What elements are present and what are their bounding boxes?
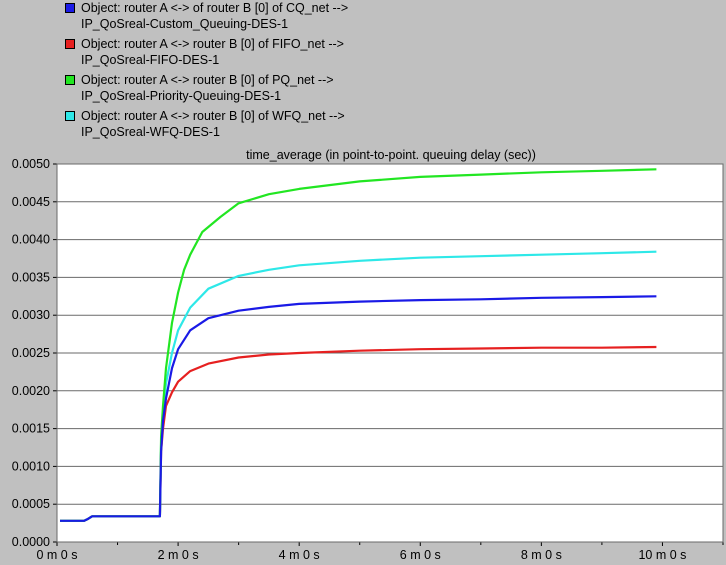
series-line-cq: [60, 295, 657, 522]
x-tick-label: 8 m 0 s: [521, 548, 562, 562]
legend-label-cq: Object: router A <-> of router B [0] of …: [81, 0, 348, 32]
y-tick-label: 0.0020: [12, 384, 50, 398]
legend-swatch-pq: [65, 75, 75, 85]
y-tick-label: 0.0035: [12, 270, 50, 284]
y-axis: 0.0000 0.0005 0.0010 0.0015 0.0020 0.0025 0.00…: [12, 157, 57, 549]
legend-label-pq-line1: Object: router A <-> router B [0] of PQ_…: [81, 73, 334, 87]
x-tick-label: 4 m 0 s: [279, 548, 320, 562]
x-tick-label: 0 m 0 s: [37, 548, 78, 562]
y-tick-label: 0.0005: [12, 497, 50, 511]
legend-label-cq-line2: IP_QoSreal-Custom_Queuing-DES-1: [81, 17, 289, 31]
legend-label-wfq-line1: Object: router A <-> router B [0] of WFQ…: [81, 109, 345, 123]
x-axis: 0 m 0 s 2 m 0 s 4 m 0 s 6 m 0 s 8 m 0 s 10 m …: [37, 542, 724, 562]
legend-label-wfq: Object: router A <-> router B [0] of WFQ…: [81, 108, 345, 140]
x-tick-label: 10 m 0 s: [638, 548, 686, 562]
plot-frame: [56, 163, 724, 543]
x-tick-label: 6 m 0 s: [400, 548, 441, 562]
y-tick-label: 0.0050: [12, 157, 50, 171]
chart-title: time_average (in point-to-point. queuing…: [246, 148, 536, 162]
legend-label-pq-line2: IP_QoSreal-Priority-Queuing-DES-1: [81, 89, 282, 103]
legend-label-fifo-line1: Object: router A <-> router B [0] of FIF…: [81, 37, 344, 51]
y-tick-label: 0.0045: [12, 195, 50, 209]
legend-swatch-wfq: [65, 111, 75, 121]
legend-label-fifo: Object: router A <-> router B [0] of FIF…: [81, 36, 344, 68]
y-tick-label: 0.0025: [12, 346, 50, 360]
y-tick-label: 0.0040: [12, 233, 50, 247]
y-tick-label: 0.0015: [12, 422, 50, 436]
legend-label-pq: Object: router A <-> router B [0] of PQ_…: [81, 72, 334, 104]
y-tick-label: 0.0010: [12, 459, 50, 473]
legend-label-cq-line1: Object: router A <-> of router B [0] of …: [81, 1, 349, 15]
legend-swatch-fifo: [65, 39, 75, 49]
series-group: [60, 168, 657, 522]
y-tick-label: 0.0000: [12, 535, 50, 549]
legend-label-wfq-line2: IP_QoSreal-WFQ-DES-1: [81, 125, 220, 139]
y-tick-label: 0.0030: [12, 308, 50, 322]
x-tick-label: 2 m 0 s: [158, 548, 199, 562]
legend-label-fifo-line2: IP_QoSreal-FIFO-DES-1: [81, 53, 220, 67]
legend-swatch-cq: [65, 3, 75, 13]
